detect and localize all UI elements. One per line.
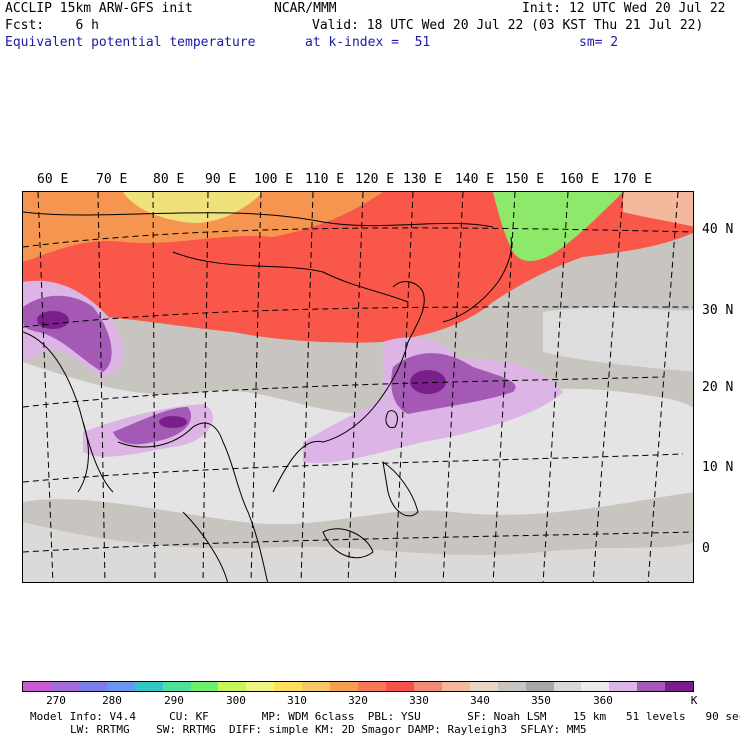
valid-time: Valid: 18 UTC Wed 20 Jul 22 (03 KST Thu … [312,18,704,33]
colorbar-swatch [330,682,359,691]
colorbar-unit: K [690,694,698,707]
lon-label: 80 E [153,172,185,187]
level-index: at k-index = 51 [305,35,431,50]
colorbar-swatch [609,682,638,691]
lon-label: 60 E [37,172,69,187]
map-panel [22,191,694,583]
colorbar-swatch [190,682,219,691]
lat-label: 20 N [702,380,734,395]
lon-label: 140 E [455,172,495,187]
theta-e-map [23,192,693,582]
lon-label: 130 E [403,172,443,187]
colorbar-tick: 330 [409,694,429,707]
colorbar-tick: 350 [531,694,551,707]
lon-label: 110 E [305,172,345,187]
colorbar-swatch [469,682,498,691]
lon-label: 90 E [205,172,237,187]
lon-label: 160 E [560,172,600,187]
model-info-line2: LW: RRTMG SW: RRTMG DIFF: simple KM: 2D … [70,723,587,736]
colorbar-swatch [358,682,386,691]
lon-label: 170 E [613,172,653,187]
lat-label: 30 N [702,303,734,318]
colorbar-tick: 270 [46,694,66,707]
lat-label: 10 N [702,460,734,475]
colorbar-swatch [218,682,247,691]
field-375 [37,311,446,428]
lon-label: 70 E [96,172,128,187]
center-label: NCAR/MMM [274,1,337,16]
colorbar-swatch [50,682,79,691]
colorbar-swatch [441,682,470,691]
colorbar-swatch [162,682,191,691]
colorbar-swatch [246,682,275,691]
field-name: Equivalent potential temperature [5,35,256,50]
colorbar-swatch [106,682,135,691]
colorbar-tick: 290 [164,694,184,707]
colorbar-swatch [385,682,414,691]
graticule [23,192,693,582]
colorbar-swatch [637,682,666,691]
field-305 [493,192,623,262]
field-315 [123,192,263,223]
lon-label: 150 E [505,172,545,187]
forecast-hour: Fcst: 6 h [5,18,99,33]
field-320 [23,192,383,262]
colorbar-swatch [581,682,610,691]
smoothing: sm= 2 [579,35,619,50]
colorbar-swatch [78,682,107,691]
colorbar-tick: 310 [287,694,307,707]
colorbar-swatch [553,682,582,691]
colorbar-swatch [497,682,526,691]
colorbar-swatch [413,682,442,691]
lon-label: 100 E [254,172,294,187]
colorbar-tick: 340 [470,694,490,707]
colorbar-tick: 360 [593,694,613,707]
colorbar [22,681,694,692]
colorbar-tick: 320 [348,694,368,707]
colorbar-swatch [302,682,331,691]
field-340 [623,192,693,227]
lat-label: 0 [702,541,710,556]
colorbar-swatch [665,682,694,691]
model-info-line1: Model Info: V4.4 CU: KF MP: WDM 6class P… [30,710,740,723]
lat-label: 40 N [702,222,734,237]
coastlines [23,211,512,582]
colorbar-swatch [525,682,554,691]
colorbar-swatch [134,682,163,691]
colorbar-tick: 300 [226,694,246,707]
init-time: Init: 12 UTC Wed 20 Jul 22 [522,1,726,16]
model-title: ACCLIP 15km ARW-GFS init [5,1,193,16]
lon-label: 120 E [355,172,395,187]
colorbar-swatch [274,682,303,691]
colorbar-swatch [23,682,51,691]
colorbar-tick: 280 [102,694,122,707]
